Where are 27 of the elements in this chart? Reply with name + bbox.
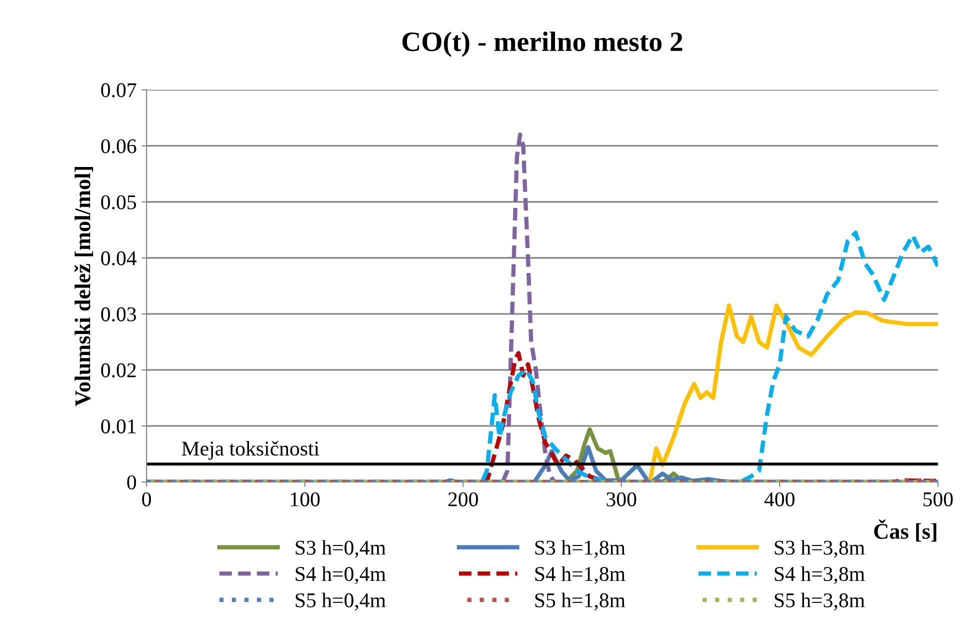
legend-label: S3 h=3,8m bbox=[774, 540, 865, 558]
x-tick-label: 300 bbox=[606, 492, 636, 506]
y-tick-label: 0.03 bbox=[101, 307, 136, 322]
legend-label: S4 h=0,4m bbox=[296, 566, 386, 584]
legend-label: S4 h=1,8m bbox=[535, 566, 626, 584]
y-tick-label: 0.06 bbox=[101, 139, 136, 154]
legend-label: S4 h=3,8m bbox=[774, 566, 865, 584]
y-tick-label: 0.04 bbox=[101, 251, 136, 266]
y-tick-label: 0.01 bbox=[101, 419, 136, 434]
legend-label: S3 h=0,4m bbox=[296, 540, 386, 558]
y-tick-label: 0 bbox=[127, 475, 136, 490]
x-tick-label: 200 bbox=[448, 492, 478, 506]
ref-line-label: Meja toksičnosti bbox=[182, 440, 320, 460]
x-axis-title: Čas [s] bbox=[874, 519, 936, 542]
chart-title: CO(t) - merilno mesto 2 bbox=[402, 32, 682, 57]
y-tick-label: 0.02 bbox=[101, 363, 136, 378]
x-tick-label: 400 bbox=[764, 492, 794, 506]
x-tick-label: 500 bbox=[924, 492, 953, 506]
legend-label: S5 h=3,8m bbox=[774, 592, 865, 610]
legend-label: S5 h=1,8m bbox=[535, 592, 626, 610]
x-tick-label: 0 bbox=[142, 492, 151, 506]
x-tick-label: 100 bbox=[291, 492, 320, 506]
y-tick-label: 0.07 bbox=[101, 83, 136, 98]
y-axis-title: Volumski delež [mol/mol] bbox=[74, 166, 94, 406]
legend-label: S3 h=1,8m bbox=[535, 540, 626, 558]
legend-label: S5 h=0,4m bbox=[296, 592, 386, 610]
y-tick-label: 0.05 bbox=[101, 195, 136, 210]
